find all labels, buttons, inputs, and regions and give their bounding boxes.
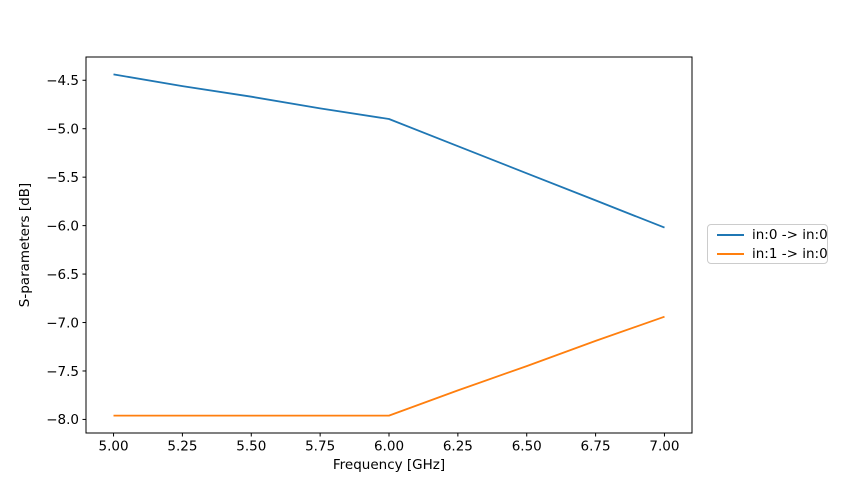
legend-label: in:1 -> in:0 bbox=[752, 245, 828, 262]
legend-label: in:0 -> in:0 bbox=[752, 226, 828, 243]
y-tick-label: −5.5 bbox=[46, 170, 79, 186]
x-tick-label: 5.00 bbox=[99, 439, 129, 455]
x-axis-label: Frequency [GHz] bbox=[333, 457, 445, 473]
x-tick-label: 6.25 bbox=[443, 439, 473, 455]
series-line-0 bbox=[113, 73, 665, 229]
y-tick-label: −5.0 bbox=[46, 122, 79, 138]
y-tick-label: −7.0 bbox=[46, 315, 79, 331]
x-tick-label: 5.25 bbox=[167, 439, 197, 455]
legend-line-swatch-blue bbox=[717, 233, 744, 236]
legend-entry-series-1: in:1 -> in:0 bbox=[717, 245, 828, 262]
x-axis-ticks: 5.00 5.25 5.50 5.75 6.00 6.25 6.50 6.75 7.00 bbox=[99, 433, 679, 455]
x-tick-label: 5.50 bbox=[236, 439, 266, 455]
x-tick-label: 6.00 bbox=[374, 439, 404, 455]
x-tick-label: 7.00 bbox=[649, 439, 679, 455]
y-tick-label: −6.0 bbox=[46, 218, 79, 234]
series-line-1 bbox=[113, 315, 665, 417]
y-tick-label: −4.5 bbox=[46, 73, 79, 89]
legend-entry-series-0: in:0 -> in:0 bbox=[717, 226, 828, 243]
y-tick-label: −8.0 bbox=[46, 412, 79, 428]
x-tick-label: 6.50 bbox=[512, 439, 542, 455]
series-layer bbox=[113, 73, 665, 417]
y-axis-ticks: −4.5 −5.0 −5.5 −6.0 −6.5 −7.0 −7.5 −8.0 bbox=[46, 73, 86, 428]
legend: in:0 -> in:0 in:1 -> in:0 bbox=[707, 224, 828, 264]
y-tick-label: −6.5 bbox=[46, 267, 79, 283]
legend-line-swatch-orange bbox=[717, 252, 744, 255]
x-tick-label: 5.75 bbox=[305, 439, 335, 455]
y-axis-label: S-parameters [dB] bbox=[17, 183, 33, 307]
axes-frame bbox=[85, 56, 693, 434]
x-tick-label: 6.75 bbox=[581, 439, 611, 455]
y-tick-label: −7.5 bbox=[46, 364, 79, 380]
